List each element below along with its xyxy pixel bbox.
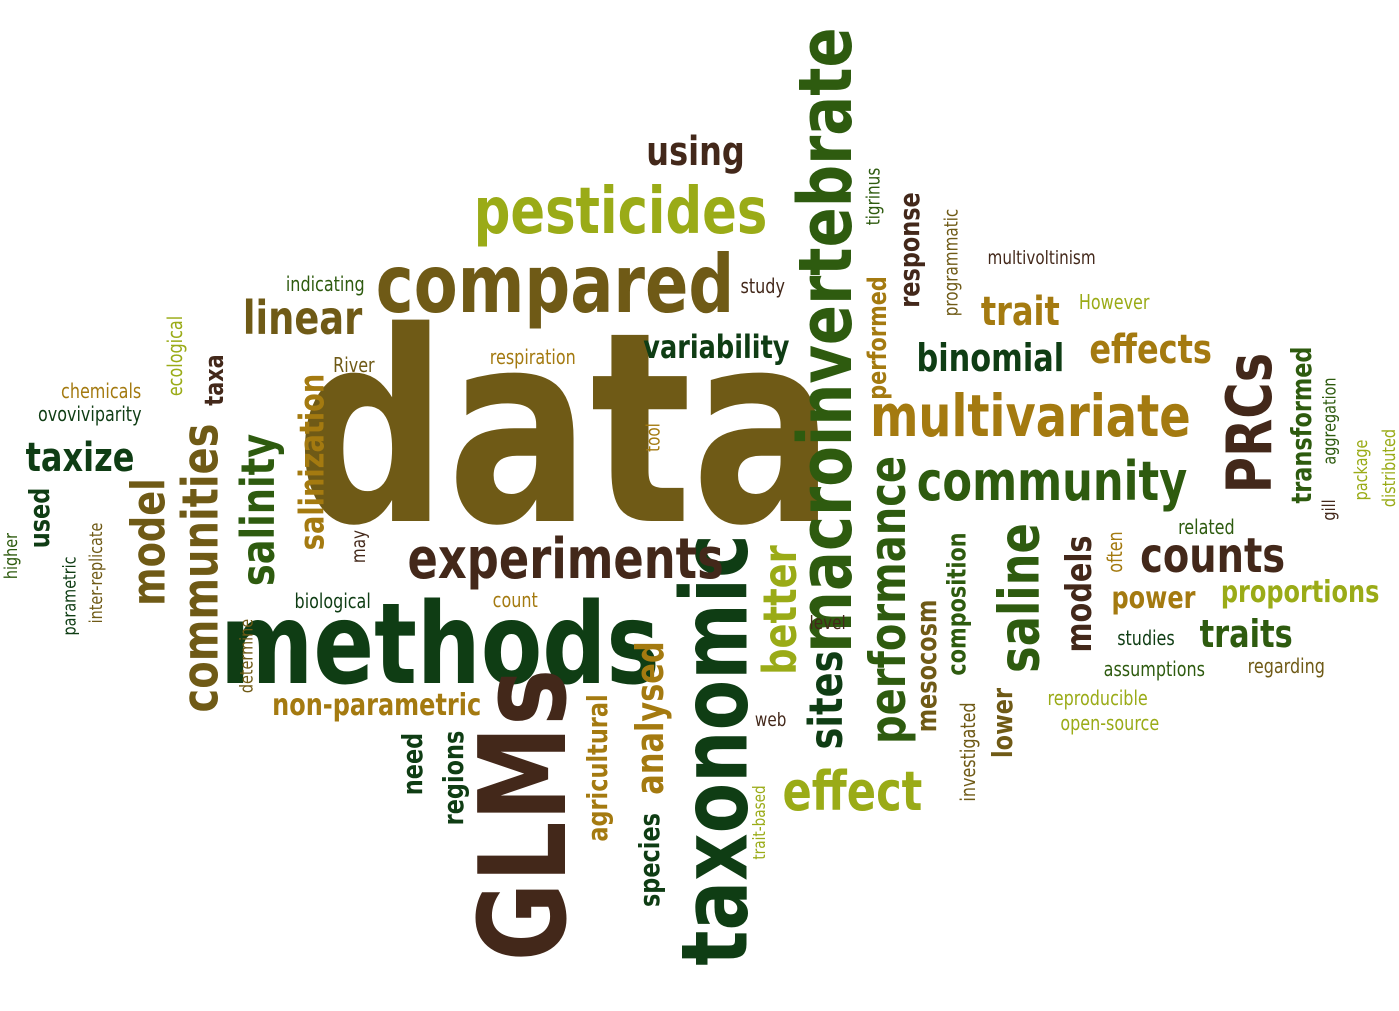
word-parametric: parametric [58,556,80,636]
word-chemicals: chemicals [61,379,142,403]
word-transformed: transformed [1285,346,1319,504]
word-related: related [1177,515,1235,539]
word-performed: performed [863,276,894,400]
word-need: need [395,732,429,796]
word-taxa: taxa [200,354,231,406]
word-experiments: experiments [407,527,724,592]
word-used: used [22,487,56,549]
word-inter-replicate: inter-replicate [85,522,107,624]
word-effects: effects [1088,327,1212,373]
word-compared: compared [375,238,735,331]
word-power: power [1110,581,1195,616]
word-studies: studies [1117,626,1175,650]
word-sites: sites [798,650,853,750]
word-model: model [121,478,176,606]
word-river: River [333,353,375,377]
word-web: web [754,708,786,731]
word-analysed: analysed [627,641,672,795]
word-count: count [492,588,538,612]
word-species: species [632,812,666,908]
word-investigated: investigated [955,702,980,802]
word-package: package [1351,439,1372,501]
word-tool: tool [642,422,665,452]
word-level: level [809,611,846,634]
word-trait-based: trait-based [749,784,770,860]
word-aggregation: aggregation [1318,377,1340,465]
word-data: data [295,275,835,584]
word-may: may [347,529,370,563]
word-salinity: salinity [231,433,286,587]
word-indicating: indicating [285,272,365,296]
word-taxonomic: taxonomic [661,534,769,966]
word-agricultural: agricultural [581,694,615,842]
word-traits: traits [1199,612,1293,656]
word-response: response [893,192,927,308]
word-distributed: distributed [1378,428,1399,508]
word-lower: lower [985,688,1019,758]
word-determine: determine [235,618,257,694]
word-using: using [645,129,745,175]
word-biological: biological [294,589,371,613]
word-programmatic: programmatic [940,208,963,316]
word-performance: performance [859,455,918,745]
word-regions: regions [437,730,471,826]
word-study: study [740,274,785,298]
word-composition: composition [941,532,972,676]
word-proportions: proportions [1220,575,1380,610]
word-communities: communities [171,423,230,713]
word-mesocosm: mesocosm [909,599,943,733]
word-glms: GLMs [454,668,594,962]
word-effect: effect [781,760,922,823]
word-regarding: regarding [1247,654,1325,678]
word-trait: trait [980,289,1060,335]
word-methods: methods [219,580,660,710]
word-better: better [753,545,807,675]
word-models: models [1059,535,1101,653]
word-gill: gill [1319,499,1341,521]
word-higher: higher [0,532,22,580]
word-multivariate: multivariate [869,382,1191,450]
word-saline: saline [987,523,1053,673]
word-non-parametric: non-parametric [271,688,481,723]
word-open-source: open-source [1060,711,1160,735]
word-tigrinus: tigrinus [862,167,885,225]
word-taxize: taxize [25,435,135,481]
word-however: However [1078,290,1150,314]
word-binomial: binomial [915,336,1064,380]
word-often: often [1102,531,1127,573]
word-salinization: salinization [291,373,332,551]
word-community: community [916,450,1188,513]
word-counts: counts [1139,528,1285,584]
word-pesticides: pesticides [473,175,767,249]
word-respiration: respiration [489,345,576,369]
word-linear: linear [242,291,362,345]
word-reproducible: reproducible [1047,686,1148,710]
word-ecological: ecological [163,315,188,397]
word-multivoltinism: multivoltinism [987,246,1096,269]
word-assumptions: assumptions [1103,657,1205,681]
word-variability: variability [642,328,789,366]
word-ovoviviparity: ovoviviparity [37,402,142,426]
word-prcs: PRCs [1212,352,1286,494]
